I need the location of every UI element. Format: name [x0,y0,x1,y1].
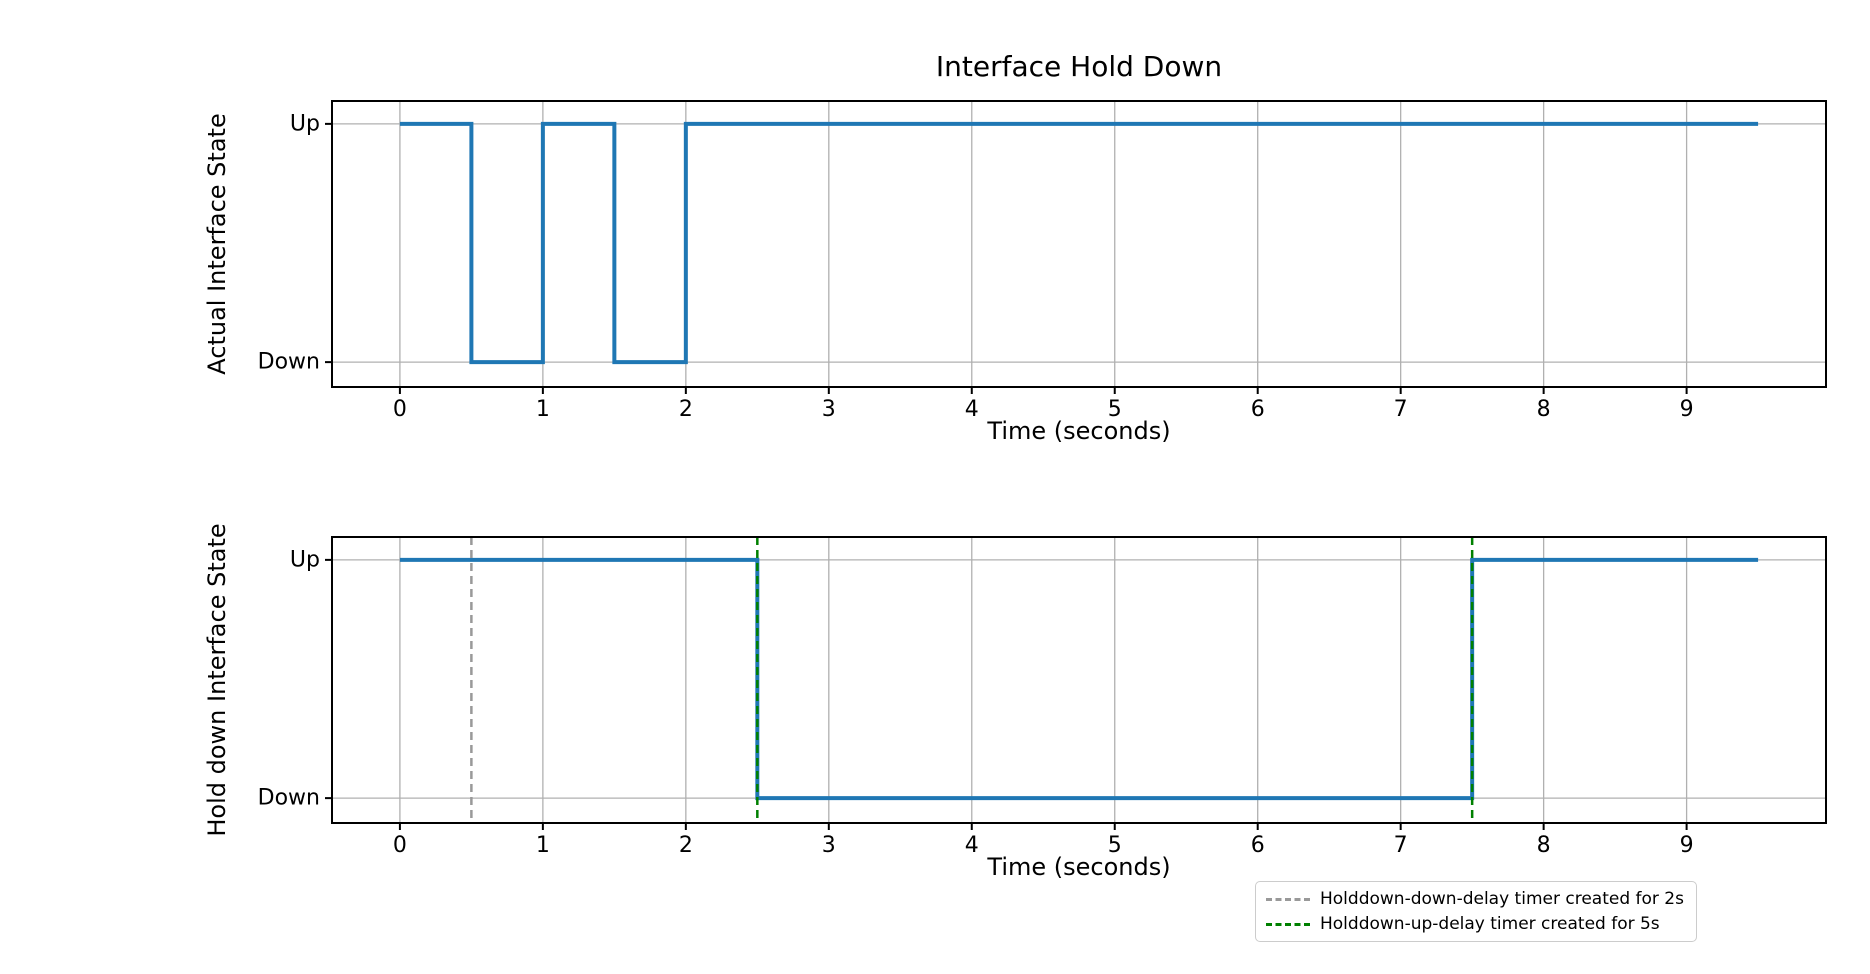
x-tick-label: 2 [678,397,693,422]
x-tick-label: 7 [1393,833,1408,858]
bottom-chart-xlabel: Time (seconds) [987,853,1171,881]
x-tick-label: 9 [1679,833,1694,858]
x-tick-label: 4 [964,833,979,858]
x-tick-label: 1 [535,833,550,858]
top-chart-ylabel: Actual Interface State [203,113,231,375]
x-tick-label: 8 [1536,397,1551,422]
x-tick-label: 5 [1107,397,1122,422]
x-tick-label: 3 [821,833,836,858]
x-tick-label: 9 [1679,397,1694,422]
legend-label: Holddown-down-delay timer created for 2s [1320,889,1684,909]
x-tick-label: 6 [1250,833,1265,858]
dashed-line-swatch [1266,922,1310,926]
y-tick-label: Up [289,111,320,137]
x-tick-label: 0 [392,397,407,422]
legend-entry: Holddown-down-delay timer created for 2s [1266,889,1684,909]
x-tick-label: 8 [1536,833,1551,858]
x-tick-label: 1 [535,397,550,422]
x-tick-label: 2 [678,833,693,858]
axis-spine [331,536,1827,824]
y-tick-label: Down [257,785,320,811]
x-tick-label: 0 [392,833,407,858]
top-chart-xlabel: Time (seconds) [987,417,1171,445]
legend-entry: Holddown-up-delay timer created for 5s [1266,914,1684,934]
legend-label: Holddown-up-delay timer created for 5s [1320,914,1660,934]
x-tick-label: 6 [1250,397,1265,422]
bottom-chart-ylabel: Hold down Interface State [203,523,231,837]
y-tick-label: Up [289,547,320,573]
series-line-actual-interface-state [399,121,1759,365]
legend: Holddown-down-delay timer created for 2s… [1255,881,1697,942]
x-tick-label: 5 [1107,833,1122,858]
x-tick-label: 4 [964,397,979,422]
x-tick-label: 7 [1393,397,1408,422]
axis-spine [331,100,1827,388]
series-line-holddown-interface-state [399,557,1759,801]
x-tick-label: 3 [821,397,836,422]
chart-title: Interface Hold Down [935,50,1223,83]
dashed-line-swatch [1266,897,1310,901]
y-tick-label: Down [257,349,320,375]
